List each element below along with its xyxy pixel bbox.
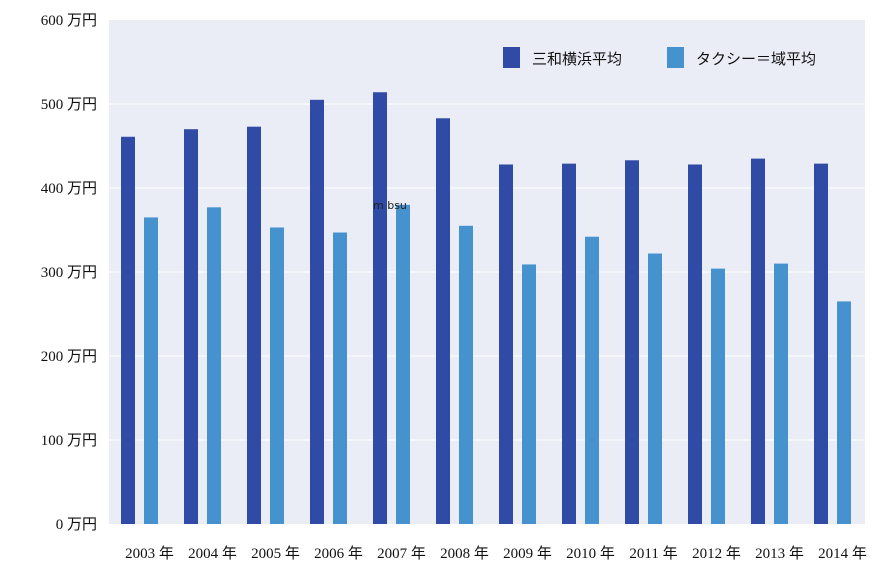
bar — [144, 217, 158, 524]
x-tick-label: 2003 年 — [125, 545, 174, 562]
bar — [333, 232, 347, 524]
x-tick-label: 2010 年 — [566, 545, 615, 562]
y-tick-label: 300 万円 — [41, 265, 97, 281]
y-tick-label: 500 万円 — [41, 97, 97, 113]
x-tick-label: 2007 年 — [377, 545, 426, 562]
bars — [121, 92, 851, 525]
legend-label: タクシー＝域平均 — [696, 50, 816, 68]
bar — [436, 118, 450, 524]
bar — [247, 126, 261, 525]
bar — [207, 207, 221, 524]
bar — [562, 163, 576, 524]
x-tick-label: 2012 年 — [692, 545, 741, 562]
bar — [688, 164, 702, 525]
x-tick-label: 2011 年 — [629, 545, 677, 562]
bar — [310, 99, 324, 525]
bar — [814, 163, 828, 524]
legend: 三和横浜平均 タクシー＝域平均 — [503, 47, 816, 68]
bar — [459, 225, 473, 525]
x-tick-label: 2014 年 — [818, 545, 867, 562]
bar — [270, 227, 284, 525]
bar — [751, 158, 765, 524]
y-axis: 0 万円 100 万円 200 万円 300 万円 400 万円 500 万円 600 万円 — [41, 13, 97, 533]
x-axis: 2003 年 2004 年 2005 年 2006 年 2007 年 2008 年 2009… — [125, 545, 867, 562]
legend-swatch — [667, 47, 684, 68]
x-tick-label: 2004 年 — [188, 545, 237, 562]
bar — [121, 136, 135, 524]
y-tick-label: 0 万円 — [56, 517, 97, 533]
x-tick-label: 2008 年 — [440, 545, 489, 562]
grid-lines — [109, 103, 865, 441]
bar — [499, 164, 513, 525]
x-tick-label: 2006 年 — [314, 545, 363, 562]
bar — [373, 92, 387, 525]
legend-label: 三和横浜平均 — [532, 50, 622, 68]
legend-swatch — [503, 47, 520, 68]
annotation-text: m bsu — [373, 199, 407, 212]
bar — [837, 301, 851, 524]
bar — [774, 263, 788, 524]
y-tick-label: 200 万円 — [41, 349, 97, 365]
bar — [711, 268, 725, 524]
y-tick-label: 100 万円 — [41, 433, 97, 449]
x-tick-label: 2013 年 — [755, 545, 804, 562]
bar — [184, 129, 198, 524]
y-tick-label: 400 万円 — [41, 181, 97, 197]
bar — [648, 253, 662, 524]
x-tick-label: 2009 年 — [503, 545, 552, 562]
y-tick-label: 600 万円 — [41, 13, 97, 29]
bar — [625, 160, 639, 524]
x-tick-label: 2005 年 — [251, 545, 300, 562]
bar — [585, 236, 599, 524]
bar — [522, 264, 536, 524]
bar — [396, 204, 410, 525]
